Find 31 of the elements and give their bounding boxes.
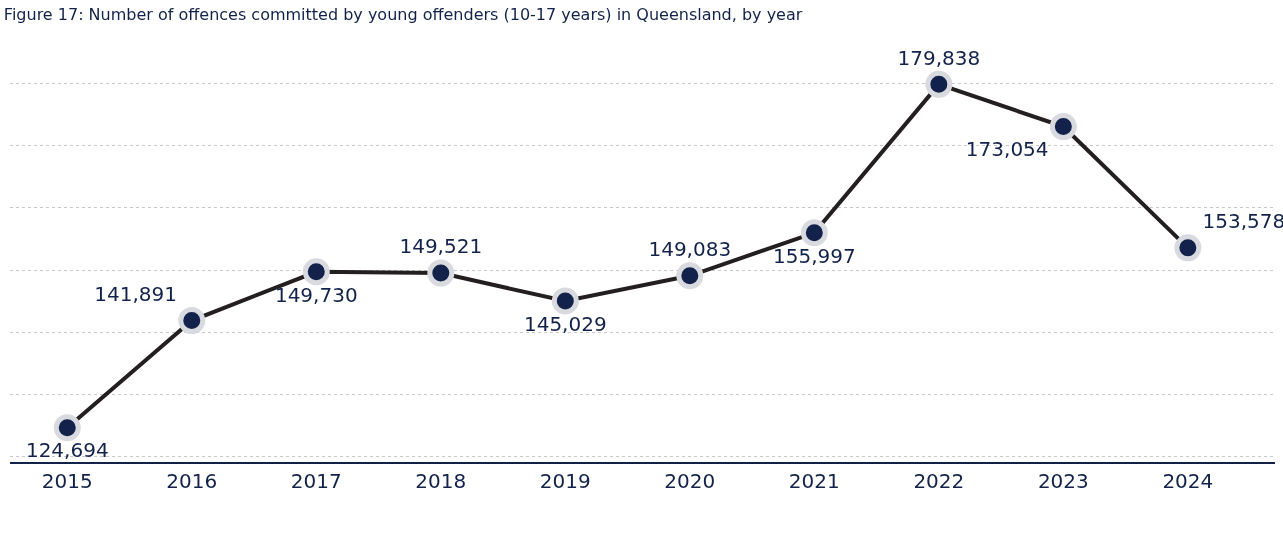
point bbox=[925, 70, 953, 98]
data-label: 145,029 bbox=[523, 311, 607, 336]
point bbox=[676, 262, 704, 290]
data-label: 155,997 bbox=[772, 243, 856, 268]
x-tick-label: 2024 bbox=[1162, 469, 1214, 493]
data-label: 149,083 bbox=[648, 237, 732, 262]
data-label: 141,891 bbox=[94, 281, 178, 306]
data-label: 124,694 bbox=[25, 438, 109, 463]
point bbox=[53, 414, 81, 442]
point bbox=[1049, 113, 1077, 141]
point bbox=[178, 307, 206, 335]
x-tick-label: 2023 bbox=[1037, 469, 1089, 493]
x-tick-label: 2017 bbox=[290, 469, 342, 493]
data-label: 153,578 bbox=[1202, 209, 1283, 234]
chart-title: Figure 17: Number of offences committed by young offenders (10-17 years) in Queensland, by year bbox=[3, 4, 803, 24]
point bbox=[302, 258, 330, 286]
x-tick-label: 2019 bbox=[539, 469, 591, 493]
point bbox=[800, 219, 828, 247]
point bbox=[427, 259, 455, 287]
x-tick-label: 2016 bbox=[166, 469, 218, 493]
point bbox=[551, 287, 579, 315]
data-label: 173,054 bbox=[965, 137, 1049, 162]
x-tick-label: 2018 bbox=[415, 469, 467, 493]
x-tick-label: 2021 bbox=[788, 469, 840, 493]
x-tick-label: 2022 bbox=[913, 469, 965, 493]
x-tick-label: 2020 bbox=[664, 469, 716, 493]
x-tick-label: 2015 bbox=[41, 469, 93, 493]
data-label: 149,730 bbox=[274, 282, 358, 307]
data-label: 149,521 bbox=[399, 234, 483, 259]
point bbox=[1174, 234, 1202, 262]
data-label: 179,838 bbox=[897, 45, 981, 70]
